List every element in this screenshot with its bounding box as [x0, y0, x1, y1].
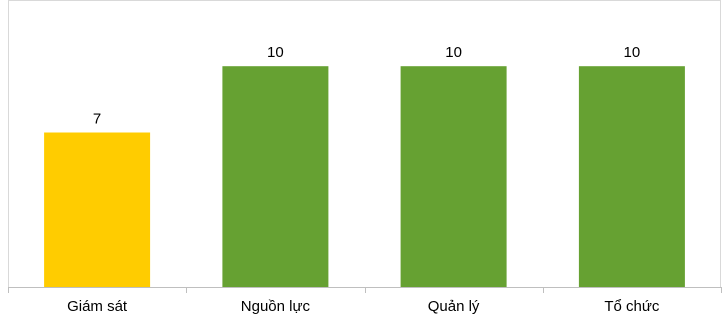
bar-giam-sat — [44, 132, 151, 287]
data-label-nguon-luc: 10 — [267, 44, 284, 61]
data-label-quan-ly: 10 — [445, 44, 462, 61]
bars-group — [44, 66, 685, 287]
bar-to-chuc — [578, 66, 685, 287]
value-labels-group: 7 10 10 10 — [93, 44, 640, 127]
data-label-to-chuc: 10 — [624, 44, 641, 61]
data-label-giam-sat: 7 — [93, 111, 101, 128]
category-label-quan-ly: Quản lý — [428, 298, 480, 315]
category-label-nguon-luc: Nguồn lực — [241, 298, 311, 315]
bar-nguon-luc — [222, 66, 329, 287]
bar-quan-ly — [400, 66, 507, 287]
x-axis-category-labels: Giám sát Nguồn lực Quản lý Tổ chức — [67, 298, 660, 315]
category-label-to-chuc: Tổ chức — [604, 298, 660, 315]
category-label-giam-sat: Giám sát — [67, 298, 128, 315]
